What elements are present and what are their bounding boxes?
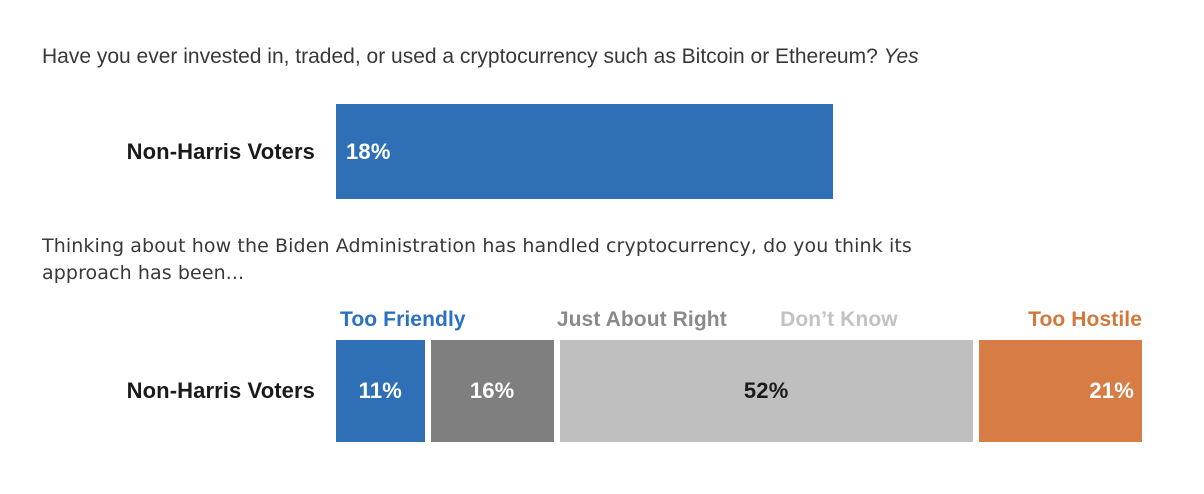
legend-row: Too Friendly Just About Right Don’t Know… bbox=[336, 300, 1142, 334]
legend-dont-know: Don’t Know bbox=[780, 308, 898, 331]
legend-too-friendly: Too Friendly bbox=[340, 308, 466, 331]
segment-too-hostile: 21% bbox=[972, 340, 1142, 442]
stacked-bar: 11% 16% 52% 21% bbox=[336, 340, 1142, 442]
segment-dont-know: 52% bbox=[553, 340, 973, 442]
question-biden-approach-line2: approach has been... bbox=[42, 262, 245, 284]
segment-just-about-right: 16% bbox=[424, 340, 554, 442]
segment-too-hostile-value-label: 21% bbox=[1089, 378, 1134, 403]
question-biden-approach-line1: Thinking about how the Biden Administrat… bbox=[42, 235, 912, 257]
chart-biden-approach: Non-Harris Voters 11% 16% 52% 21% bbox=[42, 340, 1142, 442]
segment-too-friendly-value-label: 11% bbox=[358, 378, 403, 403]
bar-yes-value-label: 18% bbox=[346, 138, 391, 164]
segment-just-about-right-value-label: 16% bbox=[469, 378, 515, 403]
question-biden-approach: Thinking about how the Biden Administrat… bbox=[42, 233, 912, 287]
question-crypto-usage-answer: Yes bbox=[883, 45, 919, 68]
chart-crypto-usage: Non-Harris Voters 18% bbox=[42, 104, 1142, 199]
legend-too-hostile: Too Hostile bbox=[1028, 308, 1142, 331]
segment-dont-know-value-label: 52% bbox=[743, 378, 789, 403]
question-crypto-usage: Have you ever invested in, traded, or us… bbox=[42, 45, 919, 69]
chart-crypto-usage-plot: 18% bbox=[336, 104, 1142, 199]
category-label-non-harris-voters: Non-Harris Voters bbox=[126, 378, 315, 403]
legend-just-about-right: Just About Right bbox=[556, 308, 727, 331]
bar-yes: 18% bbox=[336, 104, 833, 199]
category-label-non-harris-voters: Non-Harris Voters bbox=[126, 138, 315, 164]
question-crypto-usage-text: Have you ever invested in, traded, or us… bbox=[42, 45, 878, 68]
segment-too-friendly: 11% bbox=[336, 340, 425, 442]
chart-biden-approach-plot: 11% 16% 52% 21% bbox=[336, 340, 1142, 442]
